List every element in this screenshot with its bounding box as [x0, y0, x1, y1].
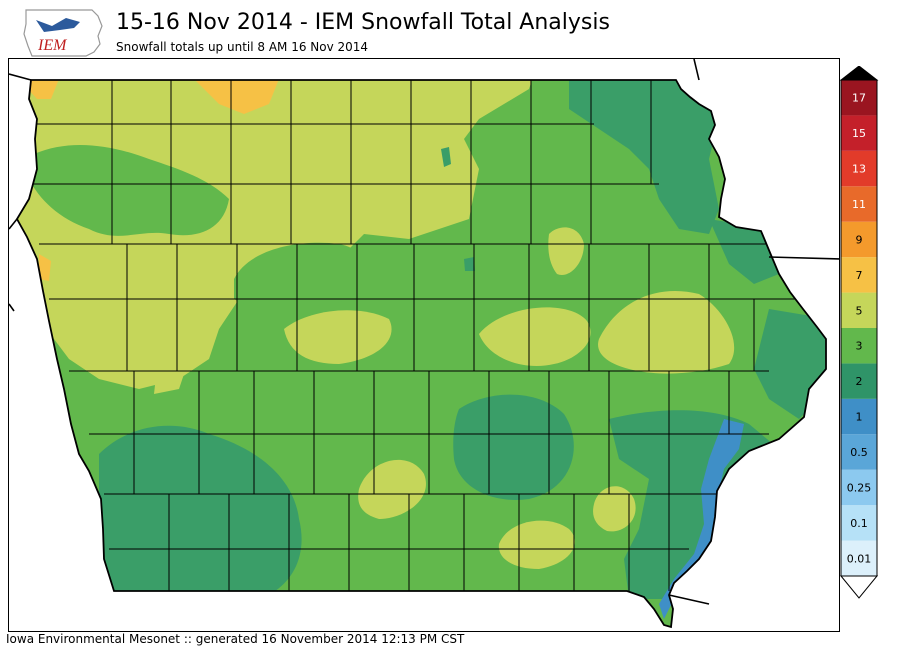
legend-swatch — [841, 505, 877, 541]
legend-frame — [840, 79, 878, 577]
snow-1-2-southeast — [609, 410, 779, 599]
snow-3-5-southeast — [593, 486, 636, 532]
county-lines — [24, 80, 809, 591]
legend-svg: 0.01 0.1 0.25 0.5 1 2 3 5 7 9 11 13 15 17 — [839, 65, 879, 599]
legend-tick-label: 7 — [856, 269, 863, 282]
snowfall-map — [9, 59, 839, 629]
snow-5-7-north — [194, 80, 279, 114]
legend-swatch — [841, 469, 877, 506]
snow-1-2-southwest — [99, 425, 302, 599]
map-frame — [8, 58, 840, 632]
legend-tick-label: 15 — [852, 127, 866, 140]
snow-2-3-central-band — [234, 242, 366, 311]
snow-3-5-northcentral — [548, 227, 584, 275]
page-subtitle: Snowfall totals up until 8 AM 16 Nov 201… — [116, 40, 369, 54]
legend-under-arrow — [839, 575, 879, 599]
iowa-outline-icon: IEM — [23, 9, 103, 57]
legend-swatch — [841, 115, 877, 151]
snow-1-2-lake — [441, 147, 451, 167]
legend-tick-label: 0.5 — [850, 446, 868, 459]
legend-tick-label: 1 — [856, 411, 863, 424]
snow-under-1-east-river — [659, 419, 744, 619]
logo-text: IEM — [37, 37, 68, 54]
snow-3-5-central — [284, 310, 392, 364]
legend-swatch — [841, 540, 877, 576]
snow-3-5-south — [498, 520, 575, 569]
snow-3-5-east — [598, 291, 735, 374]
page-title: 15-16 Nov 2014 - IEM Snowfall Total Anal… — [116, 10, 610, 35]
legend-swatch — [841, 80, 877, 116]
legend-tick-label: 0.1 — [850, 517, 868, 530]
iowa-state-outline — [15, 79, 827, 629]
legend-swatch — [841, 398, 877, 435]
legend-colorbar: 0.01 0.1 0.25 0.5 1 2 3 5 7 9 11 13 15 17 — [838, 65, 898, 602]
iem-logo: IEM — [22, 6, 104, 60]
legend-swatch — [841, 292, 877, 328]
legend-swatch — [841, 257, 877, 293]
legend-swatch — [841, 186, 877, 222]
snowfall-contours — [17, 80, 826, 627]
snow-3-5-east-central — [479, 307, 591, 366]
legend-tick-label: 3 — [856, 340, 863, 353]
snow-1-2-spot — [464, 257, 475, 271]
legend-tick-label: 13 — [852, 163, 866, 176]
legend-swatch — [841, 221, 877, 258]
legend-swatch — [841, 363, 877, 399]
snow-5-7-west-edge — [39, 254, 51, 281]
neighbor-borders — [9, 59, 839, 605]
legend-tick-label: 0.25 — [847, 481, 872, 494]
snow-2-3-west-band — [29, 144, 229, 236]
airplane-icon — [36, 18, 80, 32]
legend-tick-label: 5 — [856, 304, 863, 317]
snow-1-2-northeast — [569, 80, 719, 234]
snow-1-2-ne-lobe — [709, 219, 779, 284]
legend-swatch — [841, 150, 877, 187]
legend-tick-label: 0.01 — [847, 552, 872, 565]
snow-1-2-south-central — [453, 394, 574, 500]
snow-3-5-northwest — [17, 80, 539, 389]
legend-tick-label: 2 — [856, 375, 863, 388]
legend-swatch — [841, 434, 877, 470]
legend-swatch — [841, 328, 877, 364]
legend-tick-label: 17 — [852, 92, 866, 105]
legend-over-arrow — [839, 65, 879, 81]
footer-credit: Iowa Environmental Mesonet :: generated … — [6, 632, 465, 646]
legend-tick-label: 11 — [852, 198, 866, 211]
legend-tick-label: 9 — [856, 233, 863, 246]
